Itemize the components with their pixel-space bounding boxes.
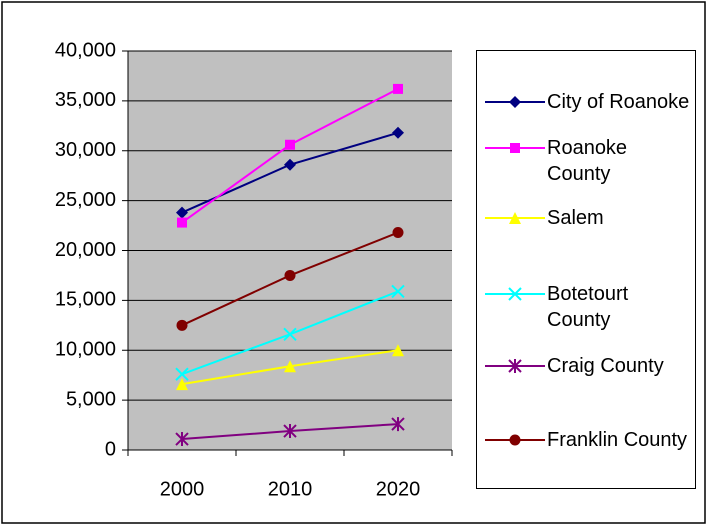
legend-key <box>485 359 545 373</box>
y-tick-label: 20,000 <box>55 239 116 261</box>
legend-entry: Salem <box>477 205 695 265</box>
legend-label: Salem <box>547 207 604 229</box>
x-tick-label: 2010 <box>268 478 313 500</box>
marker <box>508 287 522 301</box>
legend-key <box>485 143 545 153</box>
legend-label: Franklin County <box>547 429 688 451</box>
y-tick-label: 40,000 <box>55 39 116 61</box>
y-tick-label: 15,000 <box>55 289 116 311</box>
y-tick-label: 35,000 <box>55 89 116 111</box>
marker <box>393 83 403 94</box>
marker <box>284 158 296 171</box>
legend-key <box>485 434 545 446</box>
marker <box>285 139 295 150</box>
y-tick-label: 5,000 <box>66 388 116 410</box>
marker <box>391 284 405 299</box>
marker <box>509 212 521 224</box>
marker <box>283 327 297 341</box>
x-tick-label: 2020 <box>376 478 421 500</box>
legend-label: City of Roanoke <box>547 91 690 113</box>
legend-key <box>485 287 545 301</box>
marker <box>509 434 521 446</box>
marker <box>392 227 404 239</box>
legend-label: Craig County <box>547 355 664 377</box>
marker <box>284 269 296 281</box>
legend-entry: Franklin County <box>477 427 695 487</box>
marker <box>509 96 521 108</box>
marker <box>392 344 404 357</box>
marker <box>391 417 405 432</box>
legend-entry: Craig County <box>477 353 695 413</box>
legend-key <box>485 212 545 224</box>
marker <box>176 378 188 391</box>
marker <box>392 126 404 139</box>
marker <box>284 360 296 373</box>
legend-entry: Roanoke County <box>477 135 695 195</box>
legend-key <box>485 96 545 108</box>
y-tick-label: 25,000 <box>55 189 116 211</box>
x-tick-label: 2000 <box>160 478 205 500</box>
legend: City of Roanoke Roanoke County Salem Boteto… <box>476 50 696 489</box>
marker <box>176 319 188 331</box>
y-tick-label: 30,000 <box>55 139 116 161</box>
marker <box>283 424 297 439</box>
marker <box>508 359 522 373</box>
legend-entry: City of Roanoke <box>477 89 695 149</box>
legend-label: Botetourt County <box>547 283 629 331</box>
legend-label: Roanoke County <box>547 137 628 185</box>
marker <box>175 432 189 447</box>
y-tick-label: 0 <box>105 438 116 460</box>
marker <box>175 367 189 381</box>
marker <box>177 217 187 228</box>
legend-entry: Botetourt County <box>477 281 695 341</box>
marker <box>176 206 188 219</box>
y-tick-label: 10,000 <box>55 339 116 361</box>
marker <box>510 143 520 153</box>
